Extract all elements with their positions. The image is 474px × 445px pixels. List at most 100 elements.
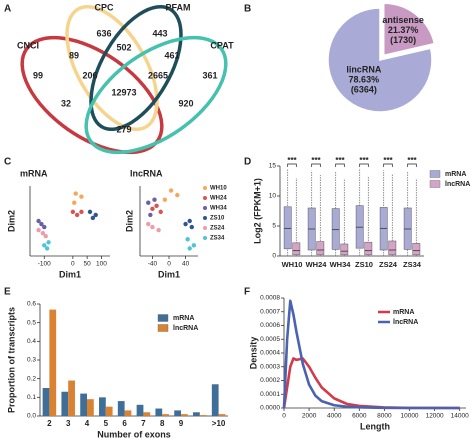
x-axis-label: Length bbox=[360, 421, 390, 431]
point bbox=[158, 209, 163, 215]
bar bbox=[80, 393, 87, 416]
x-tick-label: 8 bbox=[160, 419, 165, 428]
y-tick-label: 0.0001 bbox=[260, 391, 280, 398]
x-tick-label: WH34 bbox=[330, 260, 352, 269]
chart-title: lncRNA bbox=[130, 168, 163, 178]
bar bbox=[174, 410, 181, 416]
x-tick-label: 50 bbox=[84, 261, 92, 268]
x-tick-label: >10 bbox=[212, 419, 226, 428]
box bbox=[340, 243, 349, 256]
box bbox=[331, 208, 340, 250]
set-outline bbox=[84, 35, 228, 155]
legend-label: mRNA bbox=[393, 309, 414, 316]
point bbox=[152, 197, 157, 202]
x-tick-label: 10000 bbox=[400, 413, 418, 420]
legend-swatch bbox=[203, 236, 207, 240]
bar bbox=[61, 391, 69, 416]
region-count: 32 bbox=[61, 98, 71, 108]
box bbox=[412, 243, 421, 256]
x-tick-label: 9 bbox=[179, 419, 184, 428]
box bbox=[364, 241, 373, 256]
significance-bracket bbox=[359, 163, 369, 167]
point bbox=[46, 240, 51, 245]
legend-swatch bbox=[157, 314, 169, 322]
region-count: 206 bbox=[82, 70, 97, 80]
x-axis-label: Dim1 bbox=[59, 269, 81, 279]
point bbox=[168, 188, 174, 193]
bar bbox=[199, 415, 207, 416]
x-tick-label: 14000 bbox=[451, 413, 469, 420]
bar bbox=[218, 414, 226, 416]
x-tick-label: 2 bbox=[47, 419, 52, 428]
y-tick-label: 0.0002 bbox=[260, 377, 280, 384]
x-tick-label: 0 bbox=[282, 413, 286, 420]
y-tick-label: 0.2 bbox=[27, 375, 36, 382]
slice-label: 21.37% bbox=[388, 25, 419, 35]
point bbox=[146, 221, 151, 227]
point bbox=[72, 200, 77, 205]
significance-bracket bbox=[335, 163, 345, 167]
y-tick-label: 0.3 bbox=[27, 357, 36, 364]
x-tick-label: 2000 bbox=[302, 413, 317, 420]
bar bbox=[42, 388, 50, 416]
legend-swatch bbox=[157, 324, 169, 332]
pie-slice bbox=[382, 2, 436, 57]
region-count: 502 bbox=[116, 42, 131, 52]
region-count: 279 bbox=[116, 124, 131, 134]
y-tick-label: 5 bbox=[272, 223, 276, 230]
x-tick-label: 6 bbox=[122, 419, 127, 428]
legend-label: lncRNA bbox=[393, 319, 418, 326]
panel-label: F bbox=[244, 287, 250, 298]
legend-swatch bbox=[203, 196, 207, 200]
y-tick-label: 10 bbox=[269, 193, 277, 200]
x-tick-label: 5 bbox=[104, 419, 109, 428]
point bbox=[187, 218, 192, 224]
slice-label: antisense bbox=[382, 15, 424, 25]
legend-label: ZS24 bbox=[210, 226, 225, 232]
y-tick-label: 15 bbox=[269, 163, 277, 170]
bar bbox=[87, 399, 94, 416]
point bbox=[150, 206, 155, 212]
y-axis-label: Dim2 bbox=[6, 210, 16, 232]
point bbox=[175, 192, 180, 198]
chart-title: mRNA bbox=[20, 168, 48, 178]
significance-label: *** bbox=[311, 156, 321, 165]
significance-bracket bbox=[407, 163, 417, 167]
y-tick-label: 0.0004 bbox=[260, 350, 280, 357]
region-count: 920 bbox=[178, 98, 193, 108]
legend-label: lncRNA bbox=[173, 325, 198, 332]
set-label: CNCI bbox=[17, 40, 39, 50]
point bbox=[73, 191, 78, 196]
pie-slice bbox=[327, 7, 433, 113]
bar bbox=[193, 412, 200, 416]
slice-label: lincRNA bbox=[346, 65, 382, 75]
point bbox=[187, 246, 192, 251]
y-tick-label: 0.1 bbox=[27, 394, 36, 401]
bar bbox=[143, 412, 151, 416]
point bbox=[150, 224, 155, 230]
x-tick-label: WH10 bbox=[282, 260, 303, 269]
legend-swatch bbox=[429, 170, 441, 178]
set-label: CPAT bbox=[210, 40, 234, 50]
legend-label: ZS34 bbox=[210, 236, 225, 242]
panel-label: E bbox=[4, 287, 11, 298]
x-tick-label: 3 bbox=[66, 419, 71, 428]
region-count: 89 bbox=[69, 50, 79, 60]
point bbox=[146, 200, 151, 205]
legend-label: lncRNA bbox=[445, 181, 470, 188]
y-tick-label: 0 bbox=[272, 253, 276, 260]
region-count: 2665 bbox=[148, 70, 168, 80]
legend-swatch bbox=[429, 180, 441, 188]
box bbox=[316, 241, 325, 256]
legend-label: mRNA bbox=[445, 171, 466, 178]
x-tick-label: 4000 bbox=[327, 413, 342, 420]
legend-label: WH34 bbox=[210, 206, 227, 212]
slice-label: (6364) bbox=[351, 85, 377, 95]
point bbox=[40, 230, 46, 236]
x-tick-label: -40 bbox=[148, 261, 158, 268]
x-tick-label: ZS24 bbox=[379, 260, 398, 269]
x-tick-label: WH24 bbox=[306, 260, 328, 269]
bar bbox=[162, 414, 169, 416]
y-tick-label: 0.0003 bbox=[260, 363, 280, 370]
point bbox=[185, 237, 190, 242]
